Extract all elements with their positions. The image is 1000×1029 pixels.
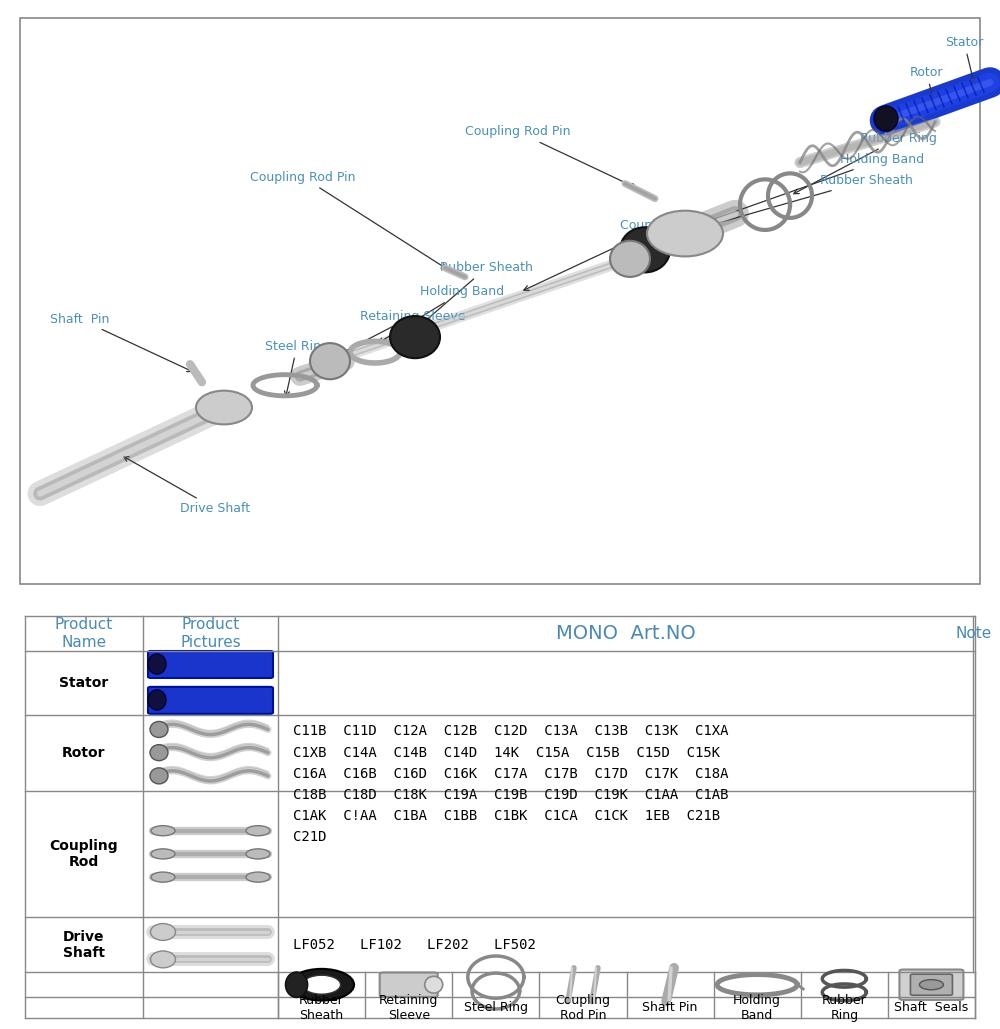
- Circle shape: [246, 825, 270, 836]
- Ellipse shape: [148, 689, 166, 710]
- Ellipse shape: [148, 654, 166, 674]
- Text: Drive Shaft: Drive Shaft: [124, 457, 250, 516]
- Text: Rubber
Ring: Rubber Ring: [822, 994, 867, 1022]
- Text: Shaft  Pin: Shaft Pin: [50, 313, 192, 371]
- Text: Drive
Shaft: Drive Shaft: [63, 929, 105, 960]
- Ellipse shape: [150, 951, 176, 968]
- Ellipse shape: [150, 924, 176, 941]
- Text: LF052   LF102   LF202   LF502: LF052 LF102 LF202 LF502: [293, 937, 536, 952]
- FancyBboxPatch shape: [380, 972, 438, 997]
- Text: Coupling Rod Pin: Coupling Rod Pin: [465, 126, 636, 188]
- Circle shape: [196, 391, 252, 424]
- Circle shape: [647, 211, 723, 256]
- Text: Rotor: Rotor: [62, 746, 106, 759]
- Text: MONO  Art.NO: MONO Art.NO: [556, 624, 695, 643]
- Text: Rubber
Sheath: Rubber Sheath: [299, 994, 344, 1022]
- Text: Holding
Band: Holding Band: [733, 994, 781, 1022]
- Ellipse shape: [286, 972, 308, 997]
- Text: Coupling Rod Pin: Coupling Rod Pin: [250, 171, 446, 269]
- Circle shape: [151, 825, 175, 836]
- Text: Holding Band: Holding Band: [379, 285, 504, 343]
- Text: Note: Note: [956, 626, 992, 641]
- Ellipse shape: [620, 227, 670, 273]
- Ellipse shape: [310, 343, 350, 380]
- Ellipse shape: [150, 721, 168, 738]
- Text: Coupling Rod: Coupling Rod: [524, 219, 703, 290]
- Text: C11B  C11D  C12A  C12B  C12D  C13A  C13B  C13K  C1XA
C1XB  C14A  C14B  C14D  14K: C11B C11D C12A C12B C12D C13A C13B C13K …: [293, 724, 728, 844]
- FancyBboxPatch shape: [899, 969, 963, 1000]
- Text: Shaft Pin: Shaft Pin: [642, 1001, 698, 1015]
- Ellipse shape: [150, 768, 168, 784]
- Text: Stator: Stator: [945, 36, 983, 83]
- Circle shape: [246, 849, 270, 859]
- Ellipse shape: [874, 106, 898, 132]
- Text: Coupling
Rod: Coupling Rod: [50, 839, 118, 870]
- Ellipse shape: [425, 977, 443, 993]
- Text: Retaining Sleeve: Retaining Sleeve: [324, 310, 466, 362]
- Text: Shaft  Seals: Shaft Seals: [894, 1001, 969, 1015]
- Text: Retaining
Sleeve: Retaining Sleeve: [379, 994, 438, 1022]
- FancyBboxPatch shape: [148, 686, 273, 714]
- Circle shape: [151, 849, 175, 859]
- Ellipse shape: [390, 316, 440, 358]
- Text: Rubber Sheath: Rubber Sheath: [649, 174, 913, 244]
- FancyBboxPatch shape: [910, 974, 952, 995]
- Text: Rubber Sheath: Rubber Sheath: [418, 261, 533, 327]
- Text: Product
Name: Product Name: [55, 617, 113, 649]
- Circle shape: [919, 980, 943, 990]
- Ellipse shape: [150, 745, 168, 760]
- Text: Holding Band: Holding Band: [682, 153, 924, 232]
- Text: Steel Ring: Steel Ring: [464, 1001, 528, 1015]
- FancyBboxPatch shape: [20, 19, 980, 583]
- Text: Stator: Stator: [59, 676, 109, 690]
- Text: Coupling
Rod Pin: Coupling Rod Pin: [555, 994, 610, 1022]
- Circle shape: [151, 872, 175, 882]
- Circle shape: [246, 872, 270, 882]
- FancyBboxPatch shape: [148, 651, 273, 678]
- Ellipse shape: [303, 975, 341, 994]
- Text: Rotor: Rotor: [910, 66, 944, 104]
- Ellipse shape: [610, 241, 650, 277]
- Text: Steel Ring: Steel Ring: [265, 340, 329, 396]
- Ellipse shape: [289, 969, 354, 1000]
- Text: Product
Pictures: Product Pictures: [180, 617, 241, 649]
- Text: Rubber Ring: Rubber Ring: [794, 132, 937, 193]
